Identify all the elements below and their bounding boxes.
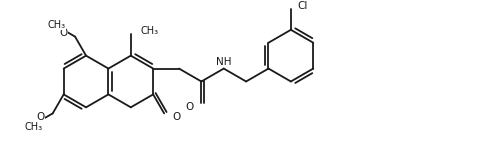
Text: O: O	[36, 112, 45, 122]
Text: O: O	[172, 112, 180, 122]
Text: O: O	[185, 102, 194, 112]
Text: NH: NH	[216, 57, 232, 67]
Text: O: O	[59, 28, 68, 38]
Text: CH₃: CH₃	[25, 122, 43, 132]
Text: Cl: Cl	[298, 1, 308, 11]
Text: CH₃: CH₃	[48, 20, 66, 30]
Text: CH₃: CH₃	[140, 26, 159, 36]
